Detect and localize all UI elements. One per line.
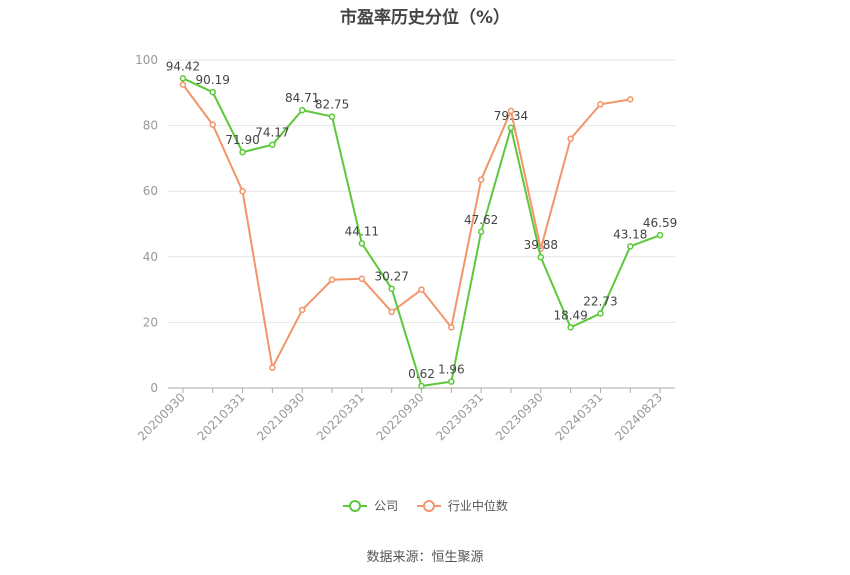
data-point (209, 88, 216, 96)
data-source-note: 数据来源：恒生聚源 (366, 550, 484, 565)
data-point (388, 285, 395, 292)
data-point (507, 107, 515, 115)
data-point (358, 275, 366, 283)
y-tick-label: 100 (135, 53, 158, 67)
y-tick-label: 0 (150, 381, 158, 395)
data-label: 79.34 (494, 109, 528, 123)
data-label: 74.17 (255, 126, 289, 140)
data-point (179, 75, 187, 82)
data-point (269, 364, 276, 371)
y-tick-label: 80 (143, 119, 158, 133)
data-point (448, 324, 455, 331)
data-point (239, 148, 246, 156)
data-label: 84.71 (285, 91, 319, 105)
series-line (182, 84, 631, 371)
data-point (209, 121, 216, 128)
data-label: 22.73 (583, 294, 617, 308)
data-point (328, 276, 336, 284)
data-label: 46.59 (643, 216, 677, 230)
data-point (418, 382, 425, 390)
data-label: 82.75 (315, 98, 349, 112)
x-tick-label: 20240331 (552, 390, 605, 443)
data-point (388, 308, 395, 316)
data-point (567, 135, 574, 142)
data-point (477, 228, 485, 236)
y-tick-label: 60 (143, 184, 158, 198)
data-label: 94.42 (166, 59, 200, 73)
data-point (418, 286, 425, 293)
data-label: 43.18 (613, 227, 647, 241)
data-point (448, 378, 455, 385)
legend-line-marker-icon (416, 499, 441, 512)
data-point (597, 310, 604, 317)
legend-item-company[interactable]: 公司 (342, 497, 398, 514)
data-point (627, 96, 634, 103)
x-tick-label: 20200930 (135, 390, 188, 443)
x-tick-label: 20240823 (612, 390, 665, 443)
legend-label: 公司 (374, 499, 399, 513)
legend-label: 行业中位数 (447, 499, 508, 513)
y-tick-label: 20 (143, 315, 158, 329)
data-label: 1.96 (438, 363, 465, 377)
x-tick-label: 20220930 (374, 390, 427, 443)
data-label: 30.27 (374, 270, 408, 284)
data-label: 90.19 (196, 73, 230, 87)
y-tick-label: 40 (143, 250, 158, 264)
data-label: 39.88 (524, 238, 558, 252)
data-point (298, 106, 306, 114)
legend-item-industry-median[interactable]: 行业中位数 (416, 497, 508, 514)
chart-legend: 公司 行业中位数 (0, 497, 850, 515)
data-point (358, 240, 366, 247)
data-point (477, 176, 485, 183)
data-point (328, 113, 336, 120)
data-point (627, 243, 634, 250)
data-point (239, 187, 246, 195)
x-tick-label: 20230930 (493, 390, 546, 443)
x-tick-label: 20210331 (195, 390, 248, 443)
data-label: 0.62 (408, 367, 435, 381)
series-line (182, 77, 661, 388)
data-point (567, 324, 574, 331)
data-point (298, 306, 306, 314)
data-point (507, 124, 515, 132)
data-point (179, 81, 187, 88)
x-tick-label: 20220331 (314, 390, 367, 443)
data-point (269, 141, 276, 148)
chart-title: 市盈率历史分位（%） (339, 8, 511, 28)
data-point (537, 253, 545, 261)
x-tick-label: 20230331 (433, 390, 486, 443)
data-point (597, 101, 604, 108)
legend-line-marker-icon (343, 499, 368, 512)
data-label: 71.90 (225, 133, 259, 147)
data-label: 18.49 (553, 308, 587, 322)
data-label: 44.11 (345, 224, 379, 238)
data-label: 47.62 (464, 213, 498, 227)
x-tick-label: 20210930 (254, 390, 307, 443)
data-point (656, 231, 664, 239)
